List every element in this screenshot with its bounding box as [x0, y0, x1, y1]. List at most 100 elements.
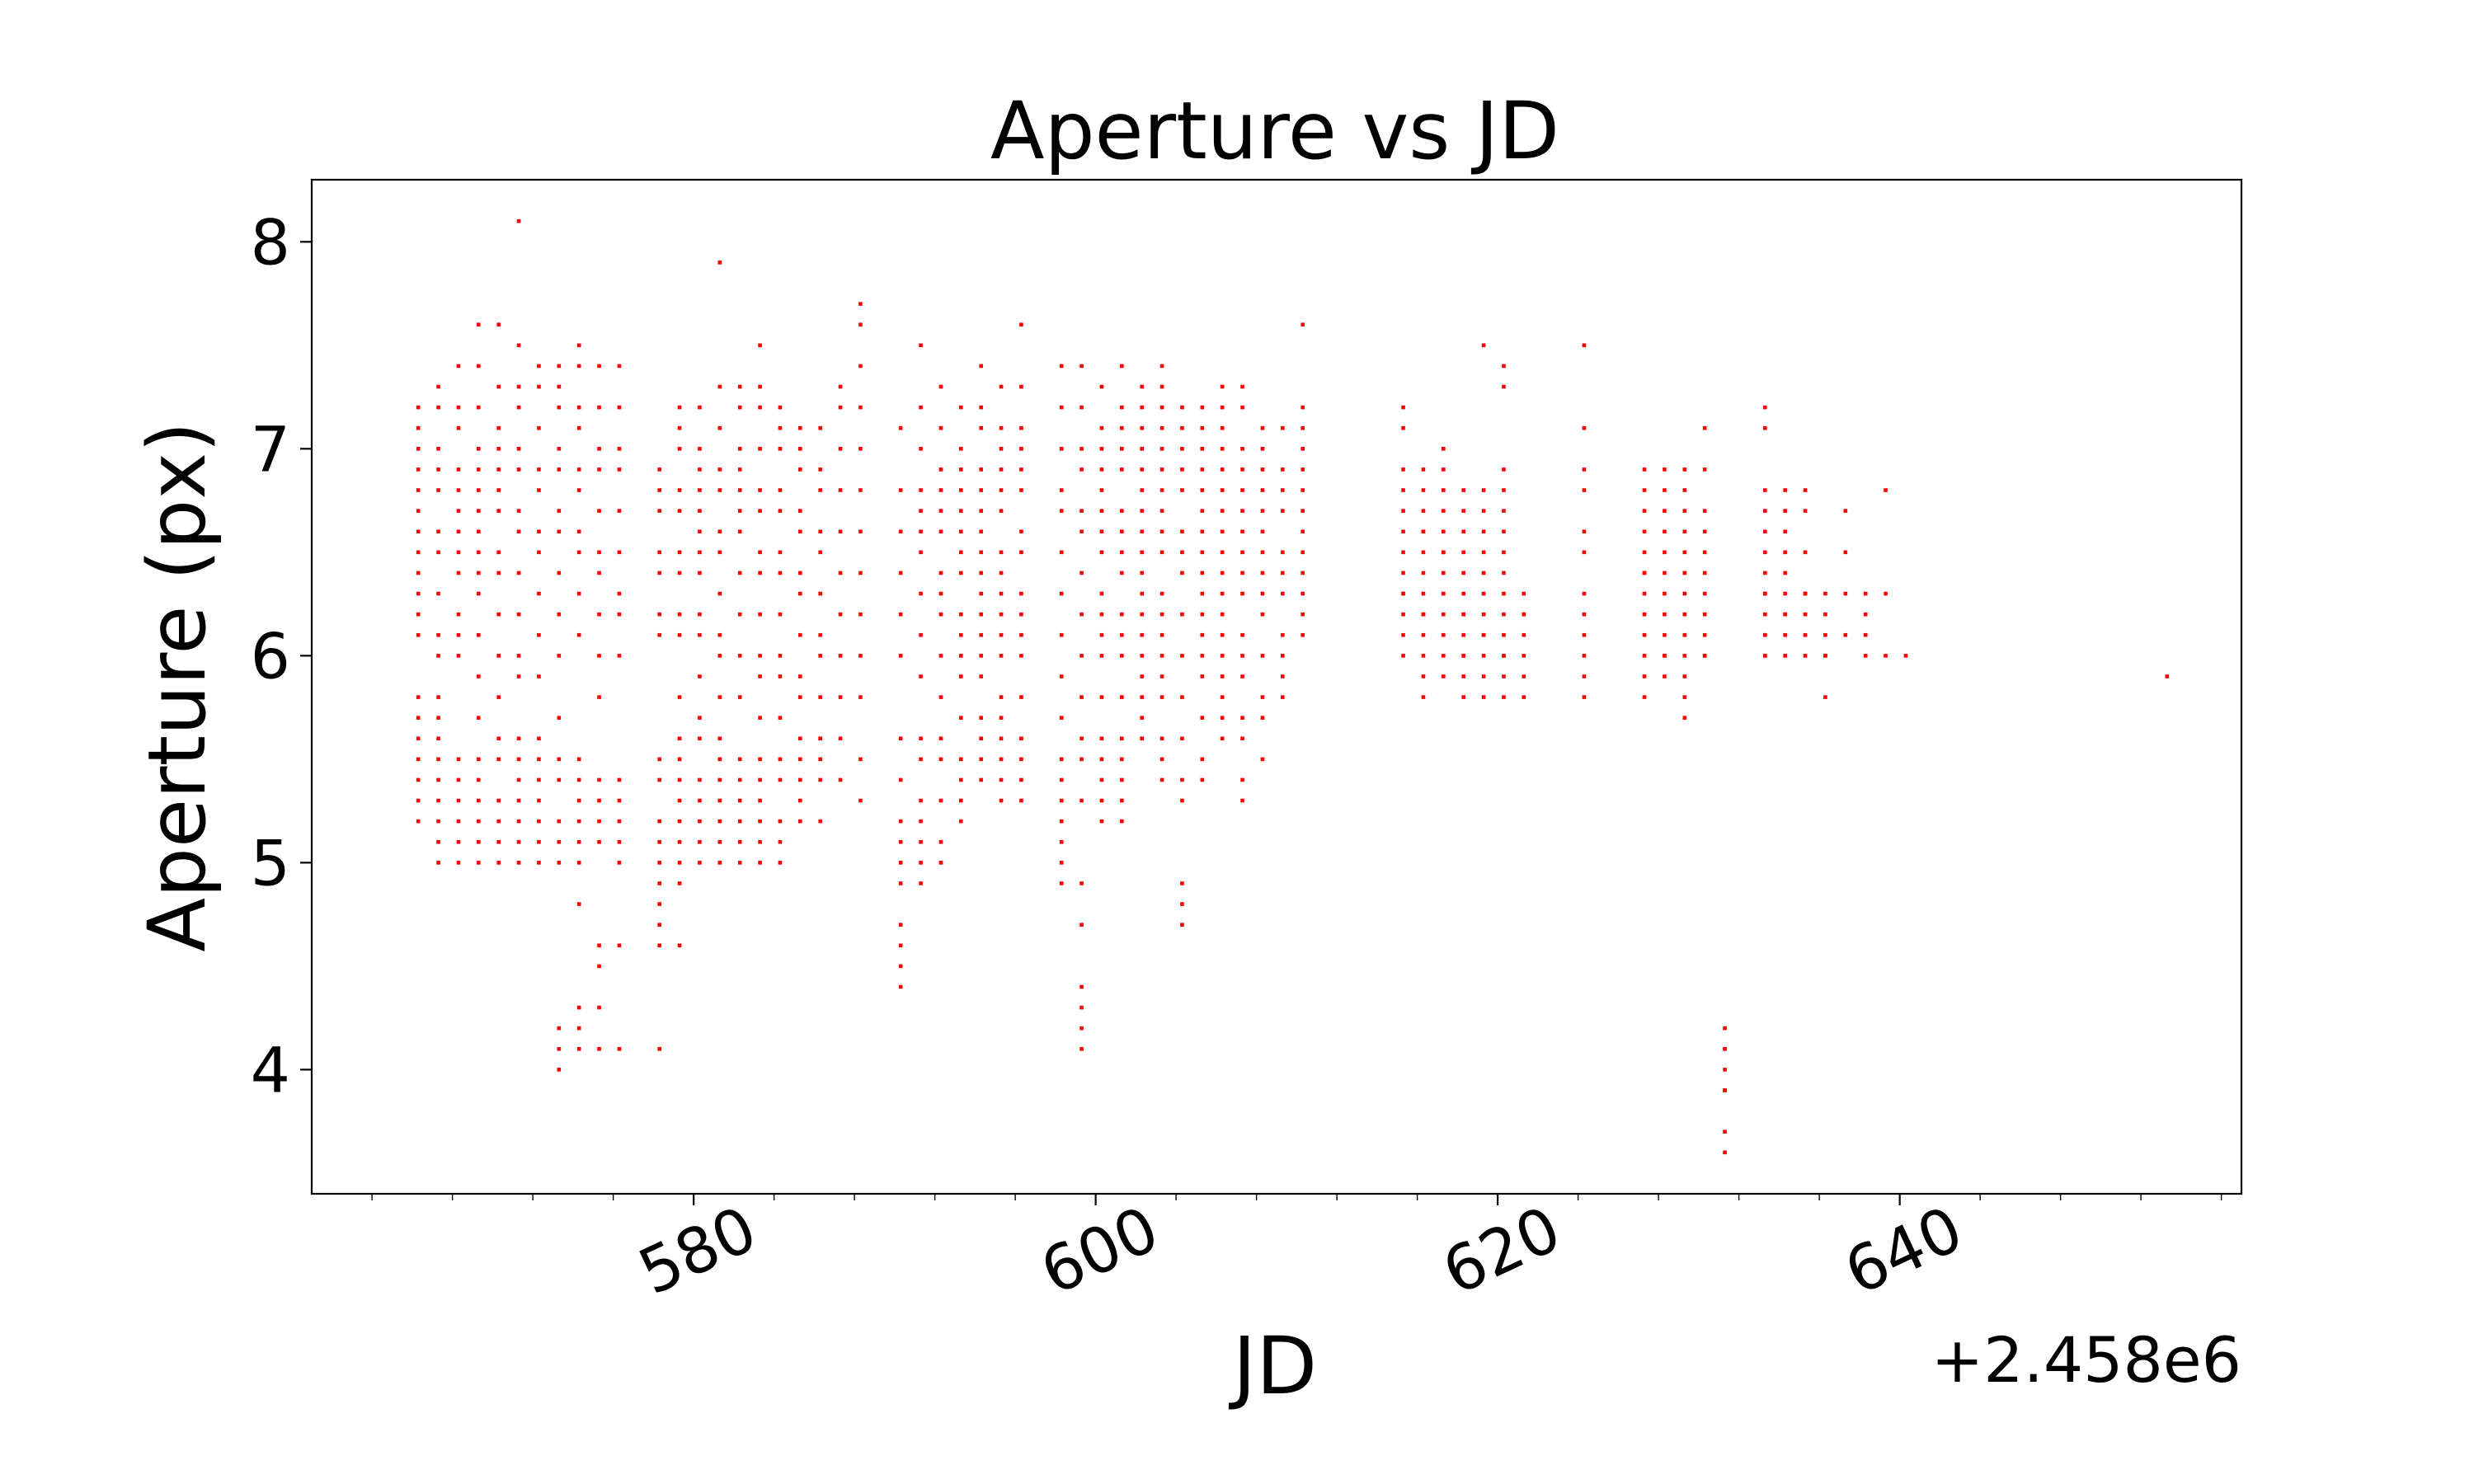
data-point: [1059, 447, 1064, 451]
data-point: [1702, 654, 1707, 658]
data-point: [1140, 405, 1144, 410]
data-point: [597, 509, 601, 513]
data-point: [1260, 550, 1265, 555]
data-point: [798, 529, 802, 534]
data-point: [758, 757, 762, 762]
data-point: [1442, 571, 1446, 575]
data-point: [537, 488, 541, 492]
data-point: [1120, 612, 1124, 617]
data-point: [1099, 550, 1104, 555]
data-point: [1763, 591, 1767, 596]
data-point: [698, 861, 702, 865]
data-point: [798, 674, 802, 679]
data-point: [959, 405, 963, 410]
data-point: [1663, 591, 1667, 596]
data-point: [1442, 529, 1446, 534]
data-point: [858, 447, 863, 451]
data-point: [456, 819, 461, 824]
data-point: [597, 943, 601, 948]
data-point: [1401, 405, 1405, 410]
data-point: [657, 757, 661, 762]
data-point: [938, 861, 943, 865]
data-point: [1783, 654, 1787, 658]
data-point: [1401, 632, 1405, 637]
data-point: [576, 343, 581, 348]
data-point: [818, 757, 822, 762]
data-point: [1723, 1068, 1727, 1072]
data-point: [677, 612, 682, 617]
data-point: [1099, 591, 1104, 596]
data-point: [1159, 695, 1164, 699]
data-point: [818, 425, 822, 430]
data-point: [959, 798, 963, 803]
data-point: [416, 405, 421, 410]
data-point: [798, 819, 802, 824]
data-point: [717, 777, 722, 782]
data-point: [1300, 488, 1305, 492]
data-point: [1481, 529, 1486, 534]
data-point: [1281, 674, 1285, 679]
data-point: [657, 467, 661, 472]
data-point: [477, 716, 481, 720]
data-point: [1140, 612, 1144, 617]
data-point: [657, 923, 661, 927]
data-point: [1763, 612, 1767, 617]
data-point: [1783, 612, 1787, 617]
data-point: [1260, 509, 1265, 513]
data-point: [677, 736, 682, 741]
data-point: [1582, 695, 1587, 699]
data-point: [1120, 571, 1124, 575]
data-point: [537, 384, 541, 389]
data-point: [1682, 509, 1687, 513]
data-point: [698, 488, 702, 492]
data-point: [537, 798, 541, 803]
data-point: [1059, 550, 1064, 555]
data-point: [1240, 405, 1244, 410]
data-point: [1642, 467, 1647, 472]
data-point: [516, 839, 521, 844]
data-point: [1401, 571, 1405, 575]
data-point: [979, 777, 983, 782]
data-point: [1200, 405, 1205, 410]
data-point: [1240, 467, 1244, 472]
data-point: [858, 405, 863, 410]
data-point: [1642, 632, 1647, 637]
data-point: [1783, 488, 1787, 492]
data-point: [456, 839, 461, 844]
data-point: [456, 467, 461, 472]
data-point: [1019, 384, 1023, 389]
data-point: [537, 632, 541, 637]
data-point: [1159, 488, 1164, 492]
data-point: [597, 695, 601, 699]
data-point: [576, 364, 581, 369]
data-point: [496, 322, 501, 327]
data-point: [1421, 612, 1426, 617]
data-point: [1481, 509, 1486, 513]
data-point: [1803, 488, 1808, 492]
data-point: [1682, 591, 1687, 596]
data-point: [416, 632, 421, 637]
data-point: [1120, 632, 1124, 637]
data-point: [698, 736, 702, 741]
data-point: [456, 798, 461, 803]
data-point: [1281, 467, 1285, 472]
data-point: [1421, 488, 1426, 492]
data-point: [999, 571, 1004, 575]
data-point: [1120, 819, 1124, 824]
data-point: [758, 612, 762, 617]
data-point: [919, 343, 923, 348]
data-point: [1300, 571, 1305, 575]
data-point: [1140, 425, 1144, 430]
data-point: [1502, 591, 1506, 596]
data-point: [798, 632, 802, 637]
data-point: [557, 757, 562, 762]
data-point: [557, 819, 562, 824]
data-point: [677, 632, 682, 637]
data-point: [516, 447, 521, 451]
data-point: [456, 757, 461, 762]
data-point: [758, 384, 762, 389]
data-point: [677, 425, 682, 430]
data-point: [597, 550, 601, 555]
data-point: [1059, 819, 1064, 824]
